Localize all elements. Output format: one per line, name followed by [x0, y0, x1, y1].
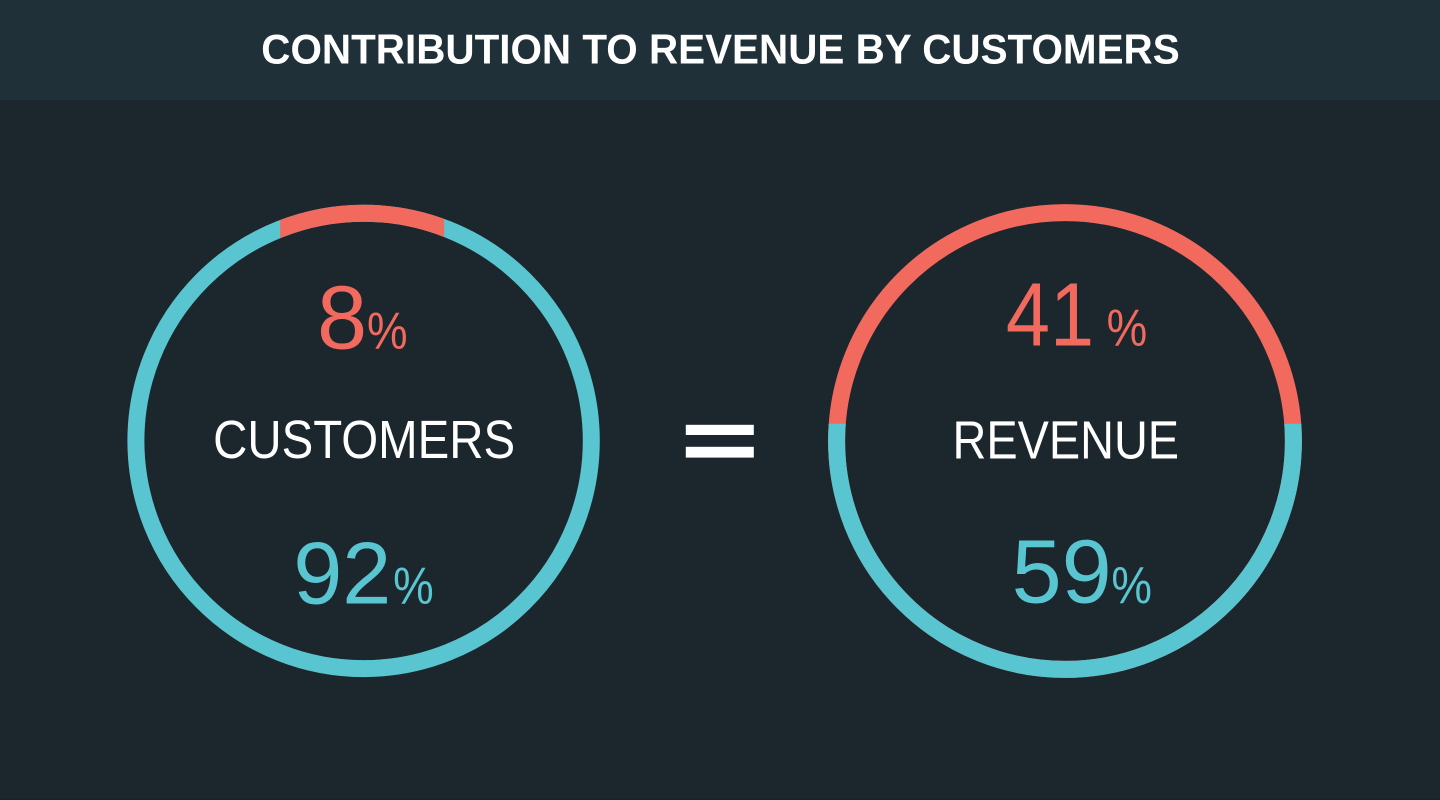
- svg-text:%: %: [1107, 300, 1148, 358]
- svg-text:59: 59: [1012, 523, 1112, 623]
- svg-text:%: %: [367, 302, 408, 360]
- svg-text:CONTRIBUTION TO REVENUE BY CUS: CONTRIBUTION TO REVENUE BY CUSTOMERS: [261, 26, 1179, 73]
- svg-text:%: %: [1111, 557, 1152, 615]
- svg-text:CUSTOMERS: CUSTOMERS: [213, 409, 515, 469]
- svg-text:92: 92: [293, 524, 391, 623]
- svg-text:8: 8: [317, 267, 367, 368]
- svg-text:REVENUE: REVENUE: [953, 409, 1180, 470]
- svg-text:%: %: [393, 558, 434, 616]
- svg-text:41: 41: [1006, 264, 1094, 365]
